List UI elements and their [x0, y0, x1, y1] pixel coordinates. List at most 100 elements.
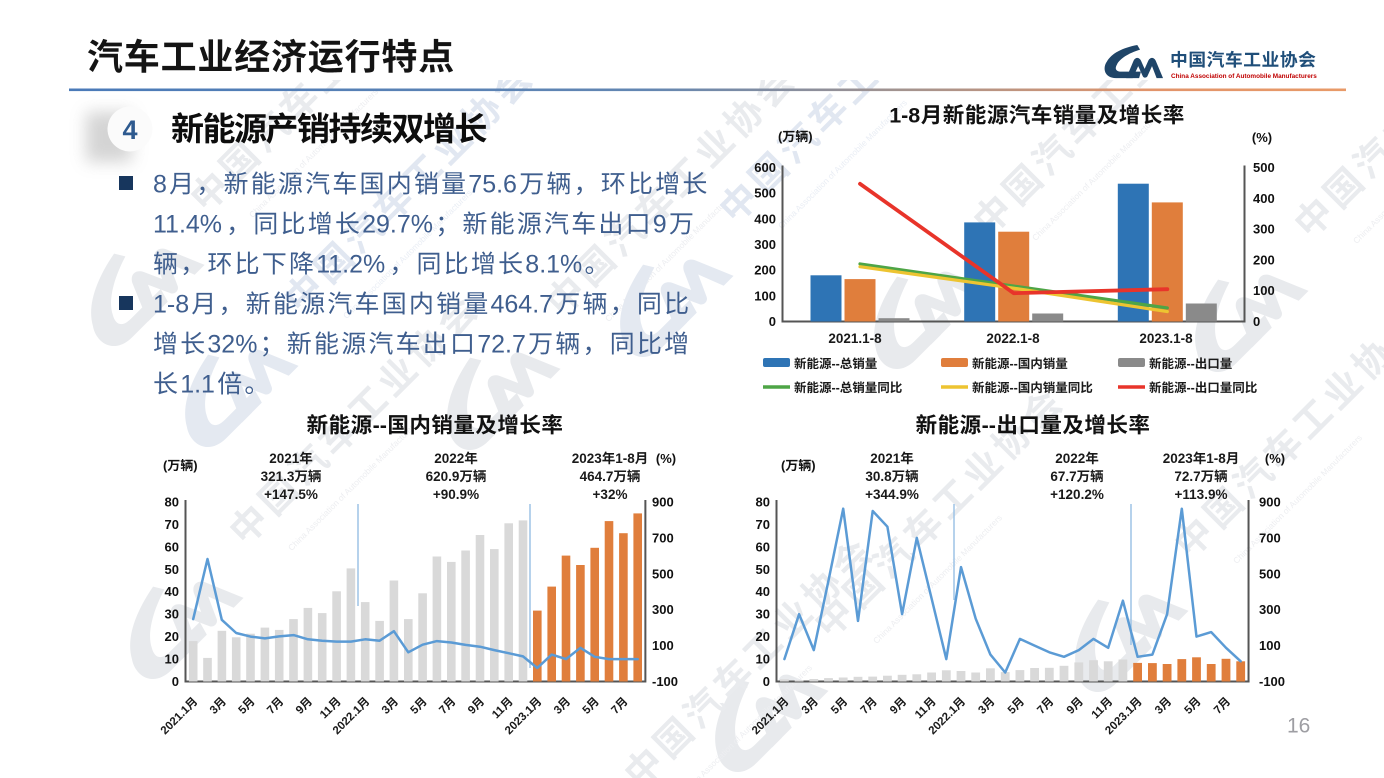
svg-text:300: 300 [652, 602, 674, 617]
svg-text:29.7%: 29.7% [362, 211, 433, 239]
svg-text:40: 40 [756, 584, 770, 599]
svg-text:16: 16 [1287, 715, 1310, 738]
svg-text:2021.1: 2021.1 [159, 703, 193, 737]
svg-text:2023.1: 2023.1 [1103, 703, 1137, 737]
svg-text:80: 80 [165, 495, 179, 510]
svg-text:(%): (%) [656, 451, 676, 466]
svg-text:2021: 2021 [269, 451, 300, 466]
svg-text:2021.1-8: 2021.1-8 [828, 331, 882, 346]
svg-text:30: 30 [756, 607, 770, 622]
svg-text:0: 0 [172, 674, 179, 689]
svg-text:8: 8 [153, 171, 167, 199]
svg-text:100: 100 [754, 288, 776, 303]
svg-text:2023.1-8: 2023.1-8 [1139, 331, 1193, 346]
svg-text:2022: 2022 [434, 451, 464, 466]
svg-text:100: 100 [652, 638, 674, 653]
svg-text:400: 400 [1253, 191, 1275, 206]
svg-text:China Association of Automobil: China Association of Automobile Manufact… [1171, 73, 1317, 80]
svg-text:2022: 2022 [1055, 451, 1085, 466]
svg-text:500: 500 [754, 186, 776, 201]
svg-text:321.3: 321.3 [261, 469, 295, 484]
svg-text:70: 70 [756, 517, 770, 532]
svg-text:(: ( [781, 458, 786, 473]
svg-text:--: -- [1010, 357, 1018, 371]
svg-text:0: 0 [1253, 314, 1260, 329]
svg-text:60: 60 [165, 539, 179, 554]
svg-text:2022.1-8: 2022.1-8 [986, 331, 1040, 346]
svg-text:400: 400 [754, 211, 776, 226]
svg-text:30: 30 [165, 607, 179, 622]
svg-text:500: 500 [652, 566, 674, 581]
svg-text:464.7: 464.7 [491, 291, 554, 319]
svg-text:700: 700 [1259, 530, 1281, 545]
svg-text:75.6: 75.6 [468, 171, 517, 199]
svg-text:2023.1: 2023.1 [503, 703, 537, 737]
svg-text:10: 10 [756, 652, 770, 667]
svg-text:11.2%: 11.2% [316, 251, 385, 279]
svg-text:200: 200 [754, 263, 776, 278]
svg-text:4: 4 [122, 115, 137, 145]
svg-text:300: 300 [1253, 222, 1275, 237]
svg-text:900: 900 [1259, 495, 1281, 510]
svg-text:2023: 2023 [1163, 451, 1194, 466]
svg-text:1-8: 1-8 [889, 104, 920, 128]
svg-text:20: 20 [165, 629, 179, 644]
svg-text:1-8: 1-8 [1206, 451, 1226, 466]
svg-text:-100: -100 [1259, 674, 1285, 689]
svg-text:--: -- [982, 414, 996, 438]
svg-text:72.7: 72.7 [1174, 469, 1200, 484]
svg-text:9: 9 [653, 211, 667, 239]
svg-text:464.7: 464.7 [580, 469, 614, 484]
svg-text:0: 0 [763, 674, 770, 689]
svg-text:-100: -100 [652, 674, 678, 689]
svg-text:100: 100 [1259, 638, 1281, 653]
svg-text:1-8: 1-8 [615, 451, 635, 466]
svg-text:500: 500 [1259, 566, 1281, 581]
svg-text:50: 50 [165, 562, 179, 577]
svg-text:--: -- [832, 381, 840, 395]
svg-text:--: -- [1010, 381, 1018, 395]
svg-text:2023: 2023 [572, 451, 603, 466]
svg-text:600: 600 [754, 160, 776, 175]
svg-text:--: -- [832, 357, 840, 371]
svg-text:(: ( [778, 129, 783, 144]
svg-text:620.9: 620.9 [426, 469, 460, 484]
svg-text:--: -- [1187, 357, 1195, 371]
svg-text:32%: 32% [207, 331, 257, 359]
svg-text:): ) [811, 458, 815, 473]
svg-text:67.7: 67.7 [1050, 469, 1076, 484]
svg-text:2021: 2021 [870, 451, 901, 466]
svg-text:): ) [808, 129, 812, 144]
svg-text:60: 60 [756, 539, 770, 554]
svg-text:+344.9%: +344.9% [865, 487, 919, 502]
svg-text:2022.1: 2022.1 [331, 703, 365, 737]
svg-text:(%): (%) [1252, 130, 1272, 145]
svg-text:900: 900 [652, 495, 674, 510]
svg-text:1.1: 1.1 [180, 371, 215, 399]
svg-text:40: 40 [165, 584, 179, 599]
svg-text:+90.9%: +90.9% [433, 487, 479, 502]
svg-text:+113.9%: +113.9% [1175, 487, 1228, 502]
svg-text:--: -- [373, 414, 387, 438]
svg-text:300: 300 [1259, 602, 1281, 617]
svg-text:China Association of Automobil: China Association of Automobile Manufact… [1231, 433, 1364, 566]
svg-text:72.7: 72.7 [477, 331, 526, 359]
svg-text:100: 100 [1253, 283, 1275, 298]
svg-text:--: -- [1187, 381, 1195, 395]
svg-text:300: 300 [754, 237, 776, 252]
svg-text:20: 20 [756, 629, 770, 644]
svg-text:70: 70 [165, 517, 179, 532]
svg-text:500: 500 [1253, 160, 1275, 175]
svg-text:China Association of Automobil: China Association of Automobile Manufact… [247, 87, 380, 220]
svg-text:(: ( [163, 458, 168, 473]
svg-text:200: 200 [1253, 252, 1275, 267]
svg-text:30.8: 30.8 [865, 469, 892, 484]
svg-text:1-8: 1-8 [153, 291, 189, 319]
svg-text:11.4%: 11.4% [153, 211, 222, 239]
svg-text:10: 10 [165, 652, 179, 667]
svg-text:(%): (%) [1265, 451, 1285, 466]
svg-text:0: 0 [769, 314, 776, 329]
svg-text:80: 80 [756, 495, 770, 510]
svg-text:): ) [193, 458, 197, 473]
svg-text:+147.5%: +147.5% [264, 487, 318, 502]
